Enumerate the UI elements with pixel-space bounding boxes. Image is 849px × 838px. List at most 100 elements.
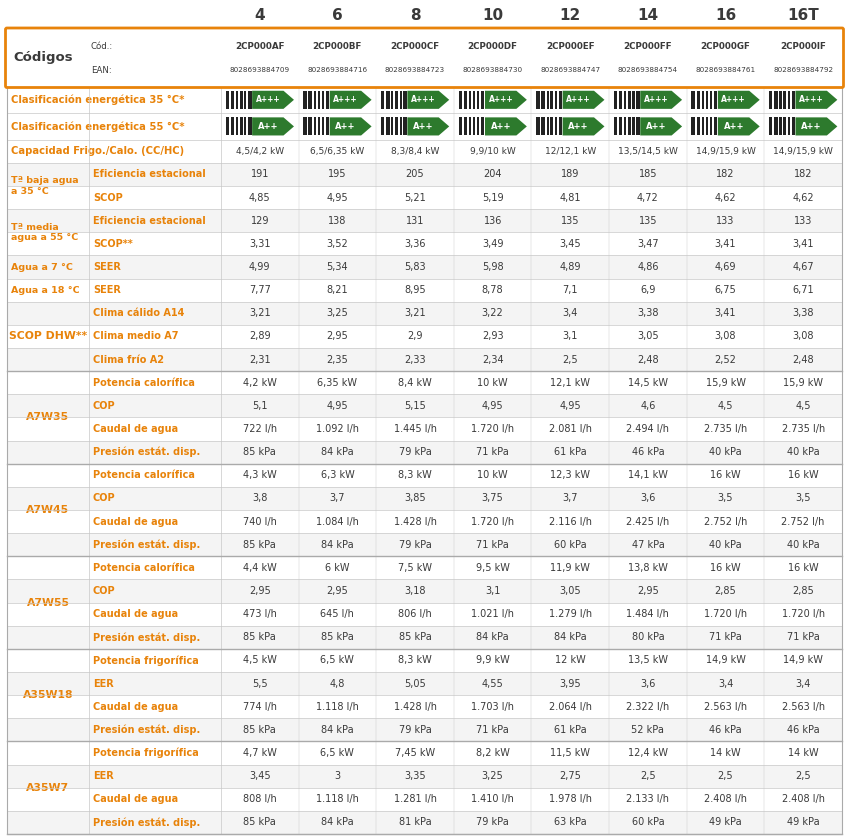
Text: 2.133 l/h: 2.133 l/h	[627, 794, 670, 804]
Bar	[634, 117, 636, 136]
Bar	[313, 91, 316, 109]
Text: 3,41: 3,41	[715, 239, 736, 249]
Bar	[547, 117, 548, 136]
Text: 71 kPa: 71 kPa	[709, 633, 742, 642]
Text: 3,95: 3,95	[559, 679, 581, 689]
Text: 3,45: 3,45	[249, 771, 271, 781]
Bar	[633, 117, 634, 136]
Text: A7W55: A7W55	[26, 597, 70, 608]
Text: 5,34: 5,34	[327, 262, 348, 272]
Text: 1.720 l/h: 1.720 l/h	[782, 609, 824, 619]
Text: 4,95: 4,95	[327, 401, 348, 411]
Text: 6,5 kW: 6,5 kW	[321, 748, 354, 758]
Text: 4,85: 4,85	[249, 193, 271, 203]
Bar	[784, 91, 786, 109]
Text: 1.720 l/h: 1.720 l/h	[704, 609, 747, 619]
Bar	[313, 117, 316, 136]
Text: 16 kW: 16 kW	[788, 563, 818, 573]
Bar	[477, 91, 480, 109]
Text: 6,9: 6,9	[640, 285, 655, 295]
Bar	[308, 117, 312, 136]
Text: 2,48: 2,48	[792, 354, 814, 365]
Bar	[462, 117, 464, 136]
Text: Capacidad Frigo./Calo. (CC/HC): Capacidad Frigo./Calo. (CC/HC)	[11, 147, 184, 157]
Text: 189: 189	[561, 169, 580, 179]
Bar	[248, 91, 251, 109]
Text: 2CP000BF: 2CP000BF	[312, 42, 363, 51]
Bar	[540, 117, 542, 136]
Bar	[786, 91, 788, 109]
Bar	[714, 91, 717, 109]
Text: 84 kPa: 84 kPa	[554, 633, 587, 642]
Text: 2.563 l/h: 2.563 l/h	[704, 701, 747, 711]
Text: 5,19: 5,19	[482, 193, 503, 203]
Bar	[631, 117, 633, 136]
Text: 204: 204	[483, 169, 502, 179]
Text: 2,85: 2,85	[715, 586, 736, 596]
Bar	[246, 117, 248, 136]
Text: SCOP DHW**: SCOP DHW**	[9, 332, 87, 341]
Text: 6,5 kW: 6,5 kW	[321, 655, 354, 665]
Bar	[322, 117, 324, 136]
Text: Clasificación energética 35 °C*: Clasificación energética 35 °C*	[11, 95, 184, 105]
Text: Caudal de agua: Caudal de agua	[93, 794, 178, 804]
Text: 3,85: 3,85	[404, 494, 426, 504]
Text: 8,4 kW: 8,4 kW	[398, 378, 432, 388]
Text: 135: 135	[561, 215, 580, 225]
Text: 4,7 kW: 4,7 kW	[243, 748, 277, 758]
Text: 6: 6	[332, 8, 343, 23]
Bar	[403, 117, 407, 136]
Text: 63 kPa: 63 kPa	[554, 817, 587, 827]
Bar	[469, 91, 471, 109]
Bar	[245, 117, 246, 136]
Bar	[634, 91, 636, 109]
Text: 60 kPa: 60 kPa	[554, 540, 587, 550]
Text: A+++: A+++	[722, 96, 746, 104]
Polygon shape	[329, 117, 372, 136]
Text: Presión estát. disp.: Presión estát. disp.	[93, 632, 200, 643]
Text: 2CP000FF: 2CP000FF	[624, 42, 672, 51]
Bar	[636, 117, 640, 136]
Text: 5,21: 5,21	[404, 193, 426, 203]
Bar	[464, 91, 467, 109]
Text: A7W35: A7W35	[26, 412, 70, 422]
Bar	[386, 91, 390, 109]
Text: 2,89: 2,89	[249, 332, 271, 341]
Bar	[458, 91, 462, 109]
Text: 7,1: 7,1	[563, 285, 578, 295]
Text: 14,9/15,9 kW: 14,9/15,9 kW	[695, 147, 756, 156]
Bar	[691, 117, 694, 136]
Text: A++: A++	[568, 122, 588, 131]
Bar	[7, 140, 842, 163]
Text: 3,08: 3,08	[792, 332, 814, 341]
Text: 3: 3	[335, 771, 340, 781]
Text: 2,95: 2,95	[637, 586, 659, 596]
Text: Clima medio A7: Clima medio A7	[93, 332, 178, 341]
Text: 191: 191	[250, 169, 269, 179]
Bar	[7, 417, 842, 441]
Bar	[559, 91, 562, 109]
Bar	[779, 91, 782, 109]
Text: 16 kW: 16 kW	[788, 470, 818, 480]
Bar	[7, 371, 842, 395]
Text: 3,21: 3,21	[404, 308, 426, 318]
Text: 12: 12	[559, 8, 581, 23]
Text: 8028693884730: 8028693884730	[463, 67, 523, 73]
Text: 16: 16	[715, 8, 736, 23]
Text: 14,5 kW: 14,5 kW	[628, 378, 668, 388]
Text: 84 kPa: 84 kPa	[321, 447, 354, 458]
Text: 2,95: 2,95	[249, 586, 271, 596]
Text: 5,15: 5,15	[404, 401, 426, 411]
Text: 10 kW: 10 kW	[477, 470, 508, 480]
Text: 8028693884754: 8028693884754	[618, 67, 678, 73]
Text: 1.118 l/h: 1.118 l/h	[316, 701, 359, 711]
Text: 5,98: 5,98	[482, 262, 503, 272]
Text: 8028693884747: 8028693884747	[540, 67, 600, 73]
Text: 1.410 l/h: 1.410 l/h	[471, 794, 514, 804]
Text: 6,75: 6,75	[715, 285, 736, 295]
Text: 645 l/h: 645 l/h	[321, 609, 354, 619]
Text: Presión estát. disp.: Presión estát. disp.	[93, 817, 200, 828]
Text: 85 kPa: 85 kPa	[244, 540, 276, 550]
Text: 3,25: 3,25	[482, 771, 503, 781]
Text: 131: 131	[406, 215, 424, 225]
